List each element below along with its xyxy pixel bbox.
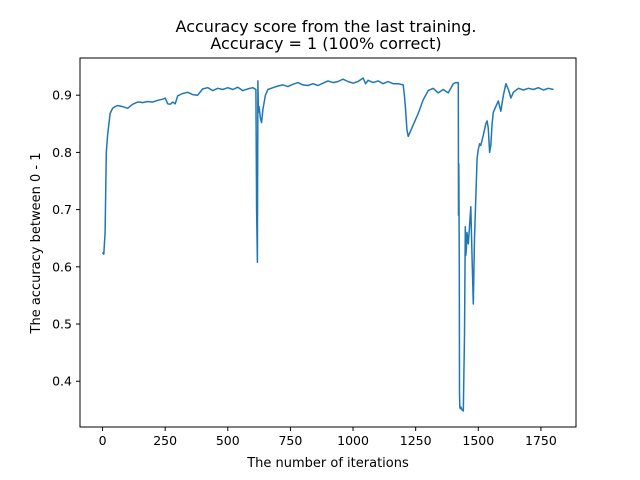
y-tick-label: 0.6 [52,259,72,274]
x-tick-label: 0 [99,433,107,448]
y-tick-label: 0.8 [52,145,72,160]
chart-subtitle: Accuracy = 1 (100% correct) [210,34,441,53]
x-axis-label: The number of iterations [246,456,409,471]
x-tick-label: 1750 [525,433,557,448]
y-tick-label: 0.9 [52,88,72,103]
y-tick-label: 0.7 [52,202,72,217]
x-tick-label: 500 [216,433,240,448]
plot-area [101,77,554,412]
axes-frame [79,57,577,428]
axis-ticks: 0 250 500 750 1000 1250 1500 1750 0.4 0.5 0.6 0.7 0.… [52,88,557,448]
accuracy-line [101,77,554,412]
y-tick-label: 0.5 [52,317,72,332]
y-axis-label: The accuracy between 0 - 1 [29,153,44,335]
x-tick-label: 1250 [400,433,432,448]
x-tick-label: 1000 [337,433,369,448]
x-tick-label: 250 [153,433,177,448]
y-tick-label: 0.4 [52,374,72,389]
x-tick-label: 750 [278,433,302,448]
x-tick-label: 1500 [462,433,494,448]
chart-title: Accuracy score from the last training. [176,17,477,36]
